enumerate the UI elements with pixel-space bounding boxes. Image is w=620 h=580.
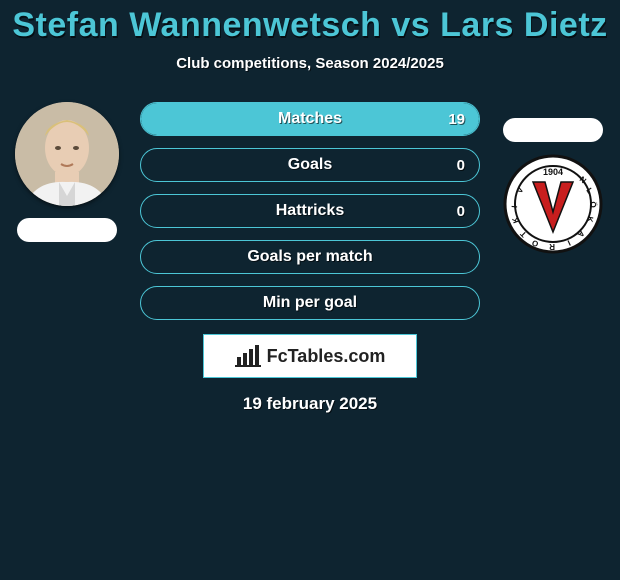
stat-bar-matches: Matches 19 [140,102,480,136]
left-side [12,102,122,242]
stat-bar-right-value: 0 [443,149,479,181]
stat-bar-left-value [141,149,169,181]
bar-chart-icon [235,345,261,367]
club-year-text: 1904 [543,167,563,177]
stat-bar-goals-per-match: Goals per match [140,240,480,274]
player-right-club-pill [503,118,603,142]
stat-bar-label: Min per goal [263,294,357,312]
stat-bars: Matches 19 Goals 0 Hattricks 0 Goals per… [140,102,480,320]
player-left-avatar [15,102,119,206]
subtitle: Club competitions, Season 2024/2025 [176,55,444,72]
stat-bar-right-value: 19 [434,103,479,135]
stat-bar-right-value [451,241,479,273]
stat-bar-min-per-goal: Min per goal [140,286,480,320]
stat-bar-label: Hattricks [276,202,344,220]
player-left-club-pill [17,218,117,242]
right-side: 1904 V I K T O R I A K Ö L N [498,118,608,254]
svg-text:R: R [549,242,555,251]
date-text: 19 february 2025 [243,394,377,414]
stat-bar-label: Goals per match [247,248,372,266]
main-row: Matches 19 Goals 0 Hattricks 0 Goals per… [0,102,620,320]
stat-bar-right-value [451,287,479,319]
stat-bar-right-value: 0 [443,195,479,227]
stat-bar-left-value [141,103,169,135]
player-left-avatar-svg [15,102,119,206]
stat-bar-label: Matches [278,110,342,128]
stat-bar-left-value [141,241,169,273]
stat-bar-goals: Goals 0 [140,148,480,182]
player-right-club-badge: 1904 V I K T O R I A K Ö L N [503,154,603,254]
page-title: Stefan Wannenwetsch vs Lars Dietz [12,6,607,45]
brand-text: FcTables.com [267,346,386,367]
stat-bar-hattricks: Hattricks 0 [140,194,480,228]
brand-box: FcTables.com [203,334,417,378]
comparison-card: Stefan Wannenwetsch vs Lars Dietz Club c… [0,0,620,580]
viktoria-koeln-badge-icon: 1904 V I K T O R I A K Ö L N [503,154,603,254]
stat-bar-label: Goals [288,156,332,174]
stat-bar-left-value [141,287,169,319]
stat-bar-left-value [141,195,169,227]
